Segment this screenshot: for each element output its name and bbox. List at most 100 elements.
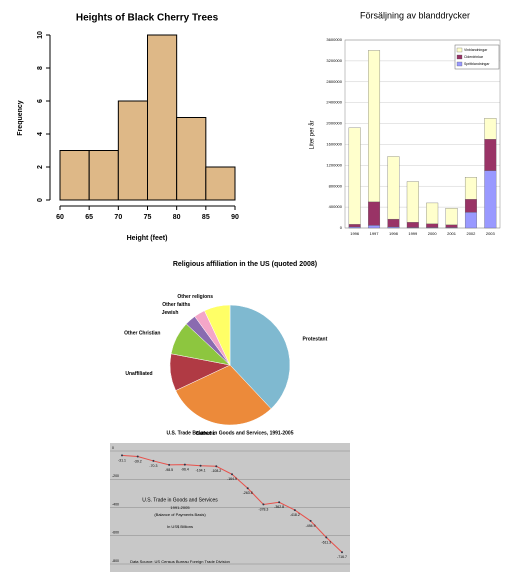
legend-label: Spritblandningar bbox=[464, 62, 490, 66]
bar bbox=[117, 100, 149, 201]
slice-label: Catholic bbox=[196, 431, 216, 437]
x-tick-label: 60 bbox=[56, 214, 64, 221]
bar-segment bbox=[406, 222, 419, 228]
point bbox=[262, 503, 265, 506]
x-tick-label: 75 bbox=[144, 214, 152, 221]
chart-title: Heights of Black Cherry Trees bbox=[76, 13, 219, 24]
annotation: U.S. Trade in Goods and Services bbox=[142, 497, 218, 503]
bar-segment bbox=[387, 156, 400, 220]
point bbox=[121, 454, 123, 457]
x-tick-label: 70 bbox=[114, 214, 122, 221]
y-tick-label: -600 bbox=[112, 531, 119, 535]
legend-label: Vinblandningar bbox=[464, 48, 488, 52]
bar-segment bbox=[387, 218, 400, 228]
x-tick-label: 2003 bbox=[486, 231, 496, 236]
bar-segment bbox=[464, 199, 477, 213]
bar-segment bbox=[387, 226, 400, 229]
x-tick-label: 1999 bbox=[408, 231, 418, 236]
bar bbox=[147, 34, 178, 201]
y-tick-label: 2400000 bbox=[326, 100, 342, 105]
bar-segment bbox=[484, 139, 497, 171]
annotation: 1991-2005 bbox=[170, 505, 190, 510]
x-tick-label: 1996 bbox=[350, 231, 360, 236]
y-tick-label: 1600000 bbox=[326, 142, 342, 147]
bar bbox=[205, 166, 236, 201]
bar-segment bbox=[348, 127, 361, 225]
slice-label: Jewish bbox=[162, 310, 179, 316]
data-label: -104.1 bbox=[196, 469, 206, 473]
y-tick-label: 10 bbox=[37, 31, 44, 39]
point bbox=[183, 463, 186, 466]
y-tick-label: -800 bbox=[112, 559, 119, 563]
bar-segment bbox=[484, 170, 497, 229]
y-tick-label: 2800000 bbox=[326, 79, 342, 84]
bar-segment bbox=[426, 223, 439, 228]
y-tick-label: 0 bbox=[37, 198, 44, 202]
data-label: -418.2 bbox=[290, 513, 300, 517]
x-tick-label: 1998 bbox=[389, 231, 399, 236]
point bbox=[168, 463, 171, 466]
bar-segment bbox=[368, 225, 381, 229]
point bbox=[341, 551, 343, 554]
point bbox=[152, 459, 155, 462]
data-label: -31.1 bbox=[118, 458, 126, 462]
bar-segment bbox=[348, 224, 361, 228]
annotation: In US$ Billions bbox=[167, 524, 193, 529]
data-label: -70.3 bbox=[149, 464, 157, 468]
x-tick-label: 65 bbox=[85, 214, 93, 221]
y-tick-label: 6 bbox=[37, 99, 44, 103]
point bbox=[231, 473, 233, 476]
x-tick-label: 80 bbox=[173, 214, 181, 221]
legend-label: Ciderdrinkar bbox=[464, 55, 484, 59]
point bbox=[309, 519, 312, 522]
y-tick-label: 3200000 bbox=[326, 58, 342, 63]
point bbox=[215, 465, 218, 468]
data-label: -611.3 bbox=[321, 540, 331, 544]
bar-segment bbox=[445, 224, 458, 228]
y-tick-label: 1200000 bbox=[326, 162, 342, 167]
x-tick-label: 2001 bbox=[447, 231, 457, 236]
y-tick-label: -400 bbox=[112, 502, 119, 506]
bar-segment bbox=[464, 177, 477, 200]
bar-segment bbox=[368, 201, 381, 226]
bar-segment bbox=[445, 208, 458, 226]
data-label: -164.9 bbox=[227, 477, 237, 481]
x-tick-label: 85 bbox=[202, 214, 210, 221]
data-label: -494.9 bbox=[306, 524, 316, 528]
y-tick-label: 3600000 bbox=[326, 37, 342, 42]
data-label: -362.8 bbox=[274, 505, 284, 509]
data-label: -263.8 bbox=[243, 491, 253, 495]
y-axis-label: Liter per år bbox=[309, 120, 316, 149]
bar bbox=[88, 150, 119, 201]
pie-slice bbox=[229, 304, 291, 410]
y-tick-label: 400000 bbox=[329, 204, 343, 209]
legend-swatch bbox=[456, 47, 463, 53]
x-tick-label: 1997 bbox=[370, 231, 380, 236]
point bbox=[246, 487, 249, 490]
point bbox=[136, 455, 139, 458]
y-tick-label: 800000 bbox=[329, 183, 343, 188]
plot-frame bbox=[344, 39, 501, 229]
annotation: Data Source: US Census Bureau Foreign Tr… bbox=[130, 559, 230, 564]
slice-label: Other Christian bbox=[124, 331, 160, 337]
bar bbox=[59, 150, 90, 201]
bar bbox=[176, 117, 207, 201]
legend-swatch bbox=[456, 54, 463, 60]
slice-label: Unaffiliated bbox=[125, 371, 152, 377]
y-axis-label: Frequency bbox=[17, 100, 24, 136]
point bbox=[325, 536, 328, 539]
x-tick-label: 2000 bbox=[428, 231, 438, 236]
y-tick-label: 2000000 bbox=[326, 121, 342, 126]
annotation: (Balance of Payments Basis) bbox=[154, 512, 206, 517]
point bbox=[293, 509, 296, 512]
bar-segment bbox=[464, 212, 477, 229]
data-label: -98.5 bbox=[165, 468, 173, 472]
chart-title: Religious affiliation in the US (quoted … bbox=[173, 261, 317, 268]
x-tick-label: 2002 bbox=[466, 231, 476, 236]
bar-segment bbox=[426, 202, 439, 224]
pie-slice bbox=[204, 304, 231, 366]
y-tick-label: 0 bbox=[340, 225, 343, 230]
chart-title: Försäljning av blanddrycker bbox=[360, 10, 470, 20]
y-tick-label: 4 bbox=[37, 132, 44, 136]
bar-segment bbox=[348, 226, 361, 229]
